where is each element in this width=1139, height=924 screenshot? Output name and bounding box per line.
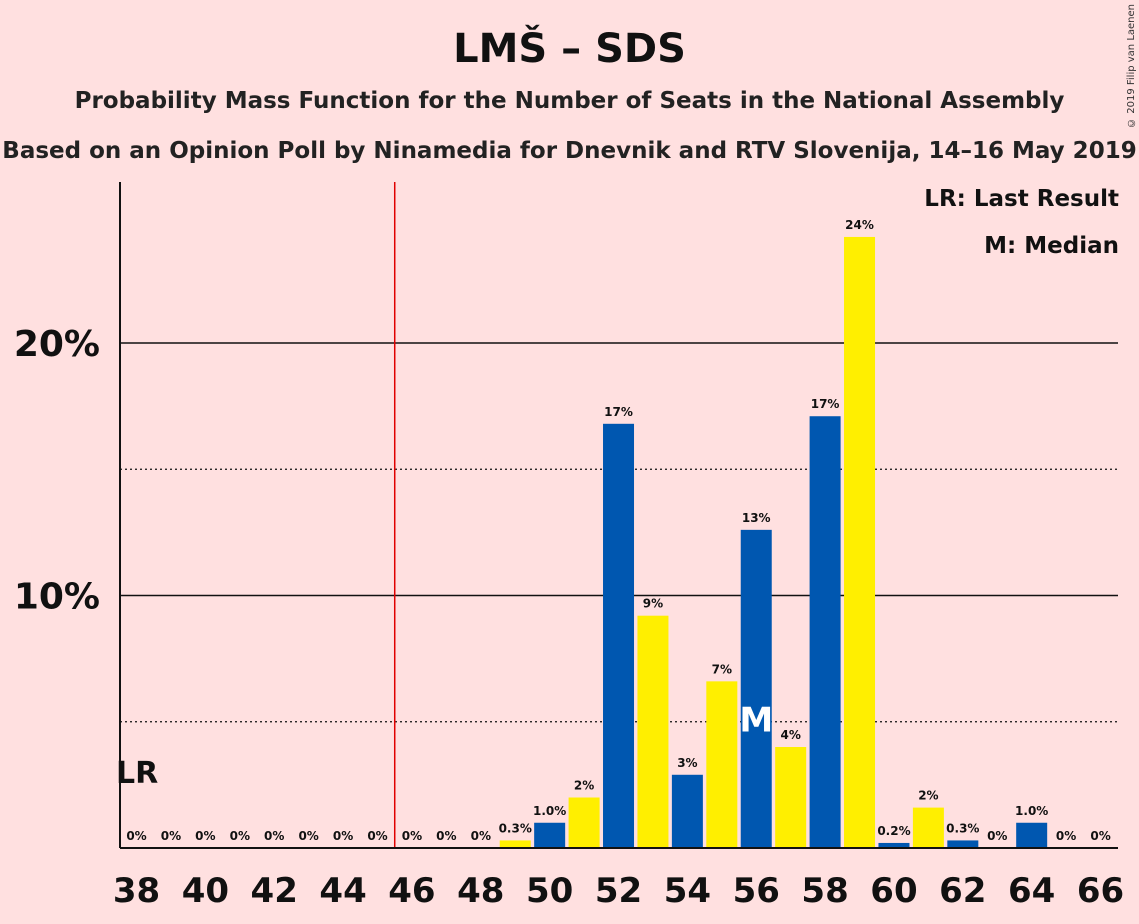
bar-value-label: 0% [264, 829, 284, 843]
chart-source-line: Based on an Opinion Poll by Ninamedia fo… [2, 138, 1137, 164]
x-tick-label: 58 [801, 871, 848, 911]
x-tick-label: 46 [388, 871, 435, 911]
bar-value-label: 3% [677, 756, 697, 770]
bar-seat-50 [534, 822, 566, 848]
last-result-marker: LR [116, 756, 158, 791]
bar-seat-58 [809, 416, 841, 848]
bar-value-label: 24% [845, 218, 874, 232]
x-tick-label: 40 [182, 871, 229, 911]
x-tick-label: 62 [939, 871, 986, 911]
bar-value-label: 17% [811, 397, 840, 411]
bar-value-label: 0% [1090, 829, 1110, 843]
x-tick-label: 50 [526, 871, 573, 911]
bar-seat-61 [912, 807, 944, 848]
bar-value-label: 0.2% [877, 824, 910, 838]
bar-value-label: 0% [333, 829, 353, 843]
bar-seat-64 [1016, 822, 1048, 848]
bar-seat-51 [568, 797, 600, 848]
x-tick-label: 38 [113, 871, 160, 911]
bar-value-label: 0.3% [499, 821, 532, 835]
bar-value-label: 17% [604, 405, 633, 419]
bar-value-label: 0% [1056, 829, 1076, 843]
bar-value-label: 7% [712, 662, 732, 676]
bar-seat-53 [637, 615, 669, 848]
bar-value-label: 9% [643, 597, 663, 611]
x-tick-label: 52 [595, 871, 642, 911]
chart-subtitle: Probability Mass Function for the Number… [74, 88, 1065, 114]
x-tick-label: 48 [457, 871, 504, 911]
bar-value-label: 0% [436, 829, 456, 843]
bar-seat-49 [499, 840, 531, 848]
bar-seat-56 [740, 529, 772, 848]
bar-value-label: 0% [230, 829, 250, 843]
x-tick-label: 44 [319, 871, 366, 911]
bar-seat-52 [603, 423, 635, 848]
bar-value-label: 2% [574, 779, 594, 793]
x-tick-label: 60 [870, 871, 917, 911]
median-marker: M [739, 701, 773, 741]
bar-value-label: 0% [367, 829, 387, 843]
bar-value-label: 0% [987, 829, 1007, 843]
bar-value-label: 1.0% [533, 804, 566, 818]
bar-value-label: 0% [298, 829, 318, 843]
legend-last-result: LR: Last Result [924, 186, 1119, 212]
bar-seat-59 [844, 236, 876, 848]
y-tick-label: 20% [14, 324, 100, 365]
bar-seat-57 [775, 747, 807, 848]
bar-seat-60 [878, 842, 910, 848]
bar-value-label: 0.3% [946, 821, 979, 835]
bar-value-label: 2% [918, 789, 938, 803]
bar-value-label: 13% [742, 511, 771, 525]
x-tick-label: 42 [251, 871, 298, 911]
legend-median: M: Median [984, 233, 1119, 259]
bar-seat-54 [671, 774, 703, 848]
bar-seat-62 [947, 840, 979, 848]
chart-title: LMŠ – SDS [453, 26, 686, 72]
bar-value-label: 0% [161, 829, 181, 843]
x-tick-label: 56 [733, 871, 780, 911]
x-tick-label: 54 [664, 871, 711, 911]
bar-value-label: 0% [402, 829, 422, 843]
bar-seat-55 [706, 681, 738, 848]
bar-value-label: 1.0% [1015, 804, 1048, 818]
bar-value-label: 4% [780, 728, 800, 742]
bar-value-label: 0% [195, 829, 215, 843]
y-tick-label: 10% [14, 577, 100, 618]
bar-value-label: 0% [471, 829, 491, 843]
x-tick-label: 64 [1008, 871, 1055, 911]
bar-value-label: 0% [126, 829, 146, 843]
x-tick-label: 66 [1077, 871, 1124, 911]
